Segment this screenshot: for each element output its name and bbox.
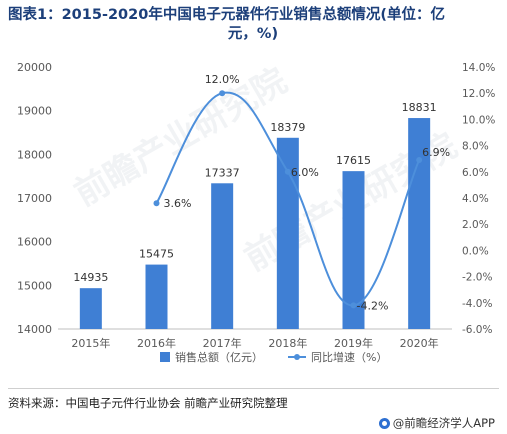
x-tick-label: 2015年 [71, 336, 110, 350]
growth-point [284, 168, 291, 175]
growth-point [153, 200, 160, 207]
x-tick-label: 2017年 [203, 336, 242, 350]
growth-data-label: -4.2% [357, 299, 389, 312]
growth-data-label: 6.0% [291, 166, 319, 179]
bar [408, 118, 431, 330]
bar-data-label: 17337 [205, 166, 240, 179]
y-right-tick-label: 12.0% [462, 88, 495, 100]
bar [276, 137, 299, 329]
x-tick-label: 2020年 [400, 336, 439, 350]
title-line-2: 元，%) [227, 26, 279, 42]
growth-data-label: 3.6% [164, 197, 192, 210]
y-left-tick-label: 20000 [17, 61, 52, 74]
y-left-tick-label: 17000 [17, 192, 52, 205]
bar-data-label: 15475 [139, 248, 174, 261]
y-right-tick-label: -2.0% [462, 272, 492, 284]
y-right-tick-label: 4.0% [462, 193, 489, 205]
bar-data-label: 18379 [270, 121, 305, 134]
bar [79, 288, 102, 329]
bar [211, 183, 234, 329]
x-tick-label: 2016年 [137, 336, 176, 350]
bar [145, 264, 168, 329]
title-line-1: 图表1：2015-2020年中国电子元器件行业销售总额情况(单位：亿 [8, 7, 445, 23]
legend-bar-label: 销售总额（亿元） [175, 350, 263, 364]
y-left-tick-label: 16000 [17, 236, 52, 249]
y-right-tick-label: -6.0% [462, 324, 492, 336]
y-right-tick-label: -4.0% [462, 298, 492, 310]
y-right-tick-label: 6.0% [462, 167, 489, 179]
growth-point [350, 302, 357, 309]
y-right-tick-label: 0.0% [462, 245, 489, 257]
y-right-tick-label: 8.0% [462, 141, 489, 153]
bar-data-label: 17615 [336, 154, 371, 167]
legend-line-marker [294, 354, 300, 360]
growth-data-label: 6.9% [422, 146, 450, 159]
growth-point [219, 90, 226, 97]
bar [342, 171, 365, 329]
brand-label: @前瞻经济学人APP [392, 416, 495, 430]
source-note: 资料来源：中国电子元件行业协会 前瞻产业研究院整理 [8, 396, 288, 410]
y-right-tick-label: 10.0% [462, 114, 495, 126]
x-tick-label: 2019年 [334, 336, 373, 350]
x-tick-label: 2018年 [268, 336, 307, 350]
y-right-tick-label: 14.0% [462, 62, 495, 74]
growth-line [155, 91, 421, 307]
chart-title: 图表1：2015-2020年中国电子元器件行业销售总额情况(单位：亿 元，%) [8, 6, 498, 44]
y-left-tick-label: 14000 [17, 323, 52, 336]
y-left-tick-label: 19000 [17, 105, 52, 118]
footer: 资料来源：中国电子元件行业协会 前瞻产业研究院整理 @前瞻经济学人APP [8, 388, 499, 434]
chart-svg: 14000 15000 16000 17000 18000 19000 20000 -6.0%… [17, 61, 495, 364]
brand-credit: @前瞻经济学人APP [378, 415, 495, 431]
brand-logo-icon [378, 417, 390, 429]
legend-line-label: 同比增速（%） [311, 350, 387, 364]
growth-data-label: 12.0% [205, 73, 240, 86]
bar-data-label: 14935 [73, 271, 108, 284]
y-left-tick-label: 18000 [17, 148, 52, 161]
growth-point [416, 157, 423, 164]
bar-data-label: 18831 [402, 101, 437, 114]
y-left-tick-label: 15000 [17, 279, 52, 292]
y-right-tick-label: 2.0% [462, 219, 489, 231]
legend-bar-swatch [160, 352, 170, 362]
